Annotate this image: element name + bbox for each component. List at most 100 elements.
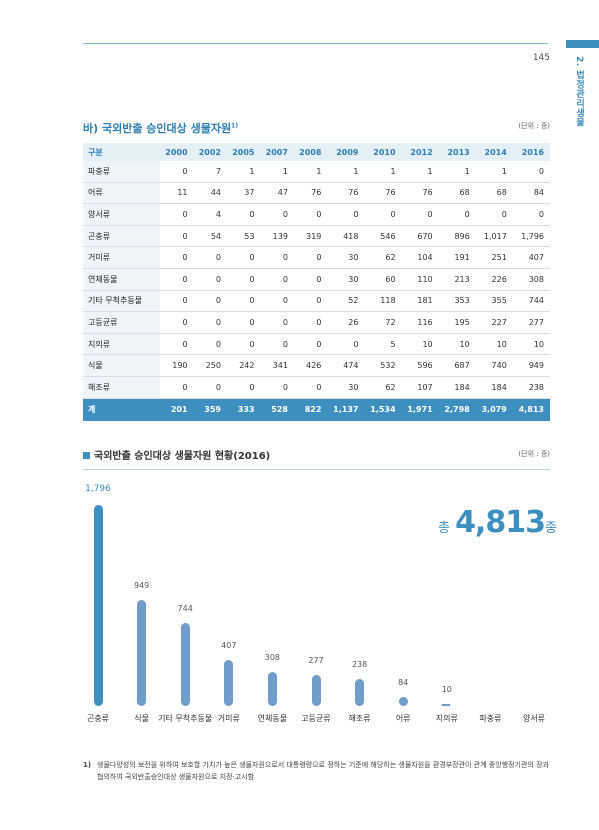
table-cell: 54 [193, 225, 227, 248]
table-cell: 1 [327, 161, 365, 183]
chapter-side-label: 2. 법정관리생물 [574, 56, 584, 128]
table-cell: 44 [193, 182, 227, 205]
table-cell: 532 [364, 354, 402, 377]
table-cell: 596 [401, 354, 439, 377]
table-cell: 670 [401, 225, 439, 248]
table-cell: 68 [475, 182, 513, 205]
table-cell: 0 [293, 268, 328, 291]
row-label: 파충류 [83, 161, 161, 183]
column-header-year: 2000 [160, 143, 194, 161]
table-cell: 190 [160, 354, 194, 377]
table-cell: 0 [160, 161, 194, 183]
column-header-year: 2012 [401, 143, 439, 161]
table-cell: 76 [293, 182, 328, 205]
table-cell: 139 [260, 225, 294, 248]
table-cell: 1 [364, 161, 402, 183]
table-cell: 0 [227, 290, 261, 313]
table-cell: 181 [401, 290, 439, 313]
column-header-category: 구분 [83, 143, 161, 161]
category-label: 해조류 [348, 714, 371, 723]
table-row: 파충류 0 7 1 1 1 1 1 1 1 1 0 [83, 161, 550, 183]
table-cell: 84 [512, 182, 550, 205]
total-cell: 3,079 [475, 398, 513, 421]
table-cell: 0 [160, 311, 194, 334]
row-label: 양서류 [83, 203, 161, 226]
chart-bar [93, 505, 103, 706]
table-row: 고등균류 0 0 0 0 0 26 72 116 195 227 277 [83, 311, 550, 334]
table-cell: 7 [193, 161, 227, 183]
footnote-ref: 1) [231, 122, 238, 130]
table-cell: 744 [512, 290, 550, 313]
table-cell: 118 [364, 290, 402, 313]
table-row: 지의류 0 0 0 0 0 0 5 10 10 10 10 [83, 333, 550, 356]
row-label: 지의류 [83, 333, 161, 356]
table-cell: 0 [227, 376, 261, 399]
chart-bar [137, 599, 147, 706]
bar-value-label: 10 [441, 685, 452, 694]
table-cell: 10 [438, 333, 476, 356]
table-cell: 896 [438, 225, 476, 248]
table-cell: 0 [260, 333, 294, 356]
footnote: 1) 생물다양성의 보전을 위하여 보호할 가치가 높은 생물자원으로서 대통령… [83, 760, 553, 783]
table-cell: 0 [160, 290, 194, 313]
category-label: 지의류 [435, 714, 458, 723]
bar-value-label: 84 [398, 677, 409, 687]
table-cell: 0 [293, 311, 328, 334]
table-cell: 740 [475, 354, 513, 377]
chart-title-text: 국외반출 승인대상 생물자원 현황(2016) [94, 451, 271, 462]
chart-bar [180, 622, 190, 706]
table-cell: 1,796 [512, 225, 550, 248]
table-cell: 1 [475, 161, 513, 183]
total-cell: 333 [227, 398, 261, 421]
table-cell: 1 [438, 161, 476, 183]
header-rule [83, 43, 548, 44]
table-cell: 355 [475, 290, 513, 313]
column-header-year: 2008 [293, 143, 328, 161]
row-label: 고등균류 [83, 311, 161, 334]
total-species-callout: 총 4,813종 [438, 505, 557, 540]
table-cell: 0 [193, 268, 227, 291]
table-cell: 11 [160, 182, 194, 205]
category-label: 어류 [395, 714, 411, 723]
species-bar-chart: 1,796 곤충류 949 식물 744 기타 무척추동물 407 거미류 308 연체동물 277… [83, 470, 550, 730]
table-row: 식물 190 250 242 341 426 474 532 596 687 740 949 [83, 354, 550, 377]
total-cell: 1,971 [401, 398, 439, 421]
table-cell: 10 [475, 333, 513, 356]
column-header-year: 2013 [438, 143, 476, 161]
column-header-year: 2005 [227, 143, 261, 161]
table-cell: 104 [401, 246, 439, 269]
chapter-tab [566, 40, 599, 48]
table-cell: 30 [327, 246, 365, 269]
bar-value-label: 277 [308, 655, 324, 665]
table-cell: 0 [260, 268, 294, 291]
table-cell: 47 [260, 182, 294, 205]
table-cell: 0 [260, 376, 294, 399]
table-cell: 0 [227, 268, 261, 291]
table-cell: 76 [327, 182, 365, 205]
table-cell: 0 [227, 311, 261, 334]
table-row: 연체동물 0 0 0 0 0 30 60 110 213 226 308 [83, 268, 550, 291]
category-label: 양서류 [522, 714, 546, 723]
total-cell: 1,534 [364, 398, 402, 421]
row-label: 기타 무척추동물 [83, 290, 161, 313]
table-cell: 0 [260, 290, 294, 313]
bar-value-label: 1,796 [85, 484, 111, 494]
total-row-label: 계 [83, 398, 161, 421]
chart-bar [355, 679, 365, 706]
table-cell: 116 [401, 311, 439, 334]
table-cell: 546 [364, 225, 402, 248]
table-title: 바) 국외반출 승인대상 생물자원1) [83, 120, 238, 136]
table-cell: 353 [438, 290, 476, 313]
table-cell: 184 [475, 376, 513, 399]
table-cell: 76 [401, 182, 439, 205]
table-cell: 26 [327, 311, 365, 334]
table-cell: 107 [401, 376, 439, 399]
table-cell: 1,017 [475, 225, 513, 248]
bar-value-label: 238 [351, 660, 368, 670]
category-label: 파충류 [479, 714, 502, 723]
table-cell: 407 [512, 246, 550, 269]
footnote-mark: 1) [83, 761, 92, 769]
table-cell: 1 [293, 161, 328, 183]
table-cell: 341 [260, 354, 294, 377]
table-cell: 227 [475, 311, 513, 334]
